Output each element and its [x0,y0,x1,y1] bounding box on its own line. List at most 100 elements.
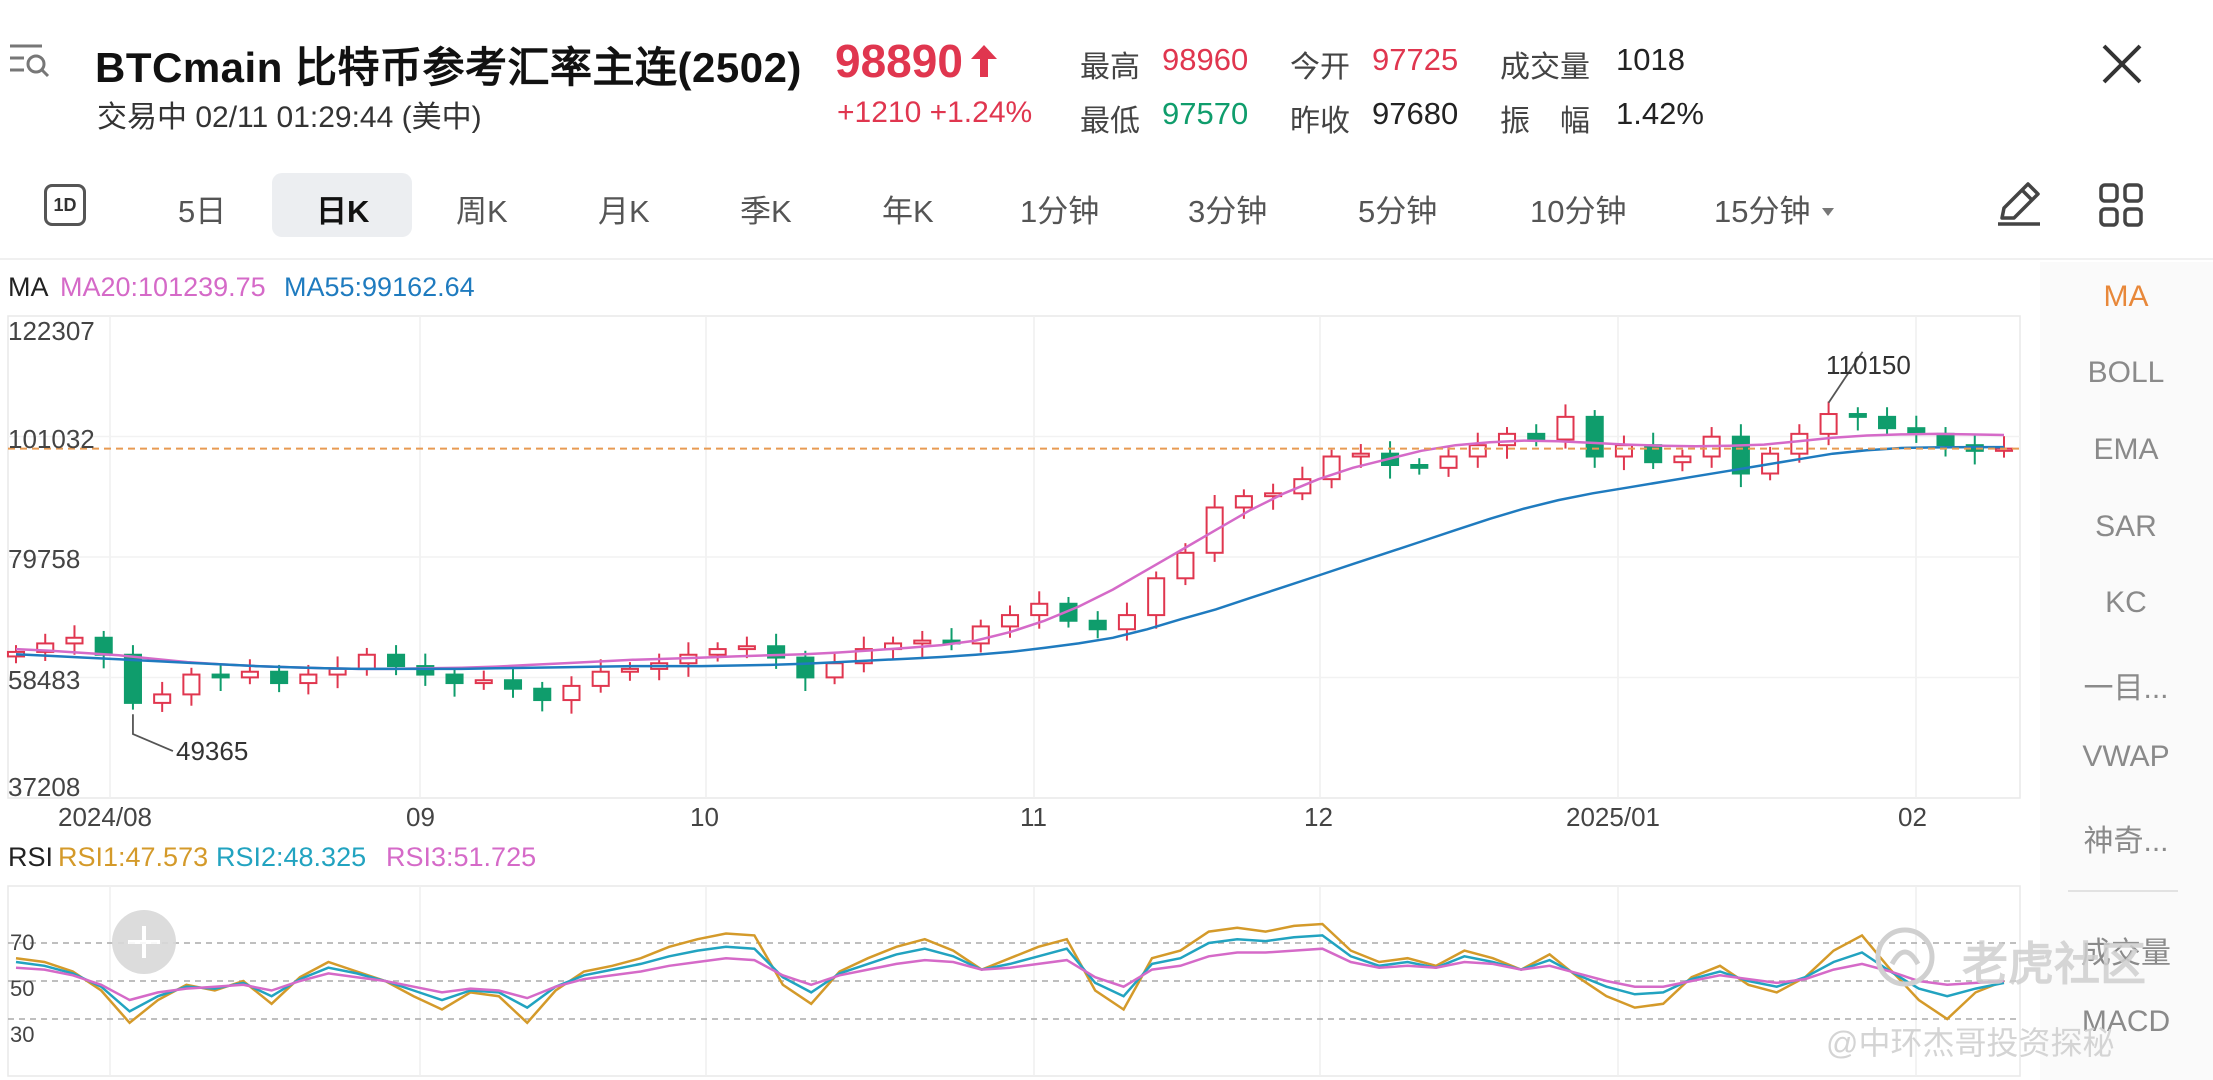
candle-body [1614,444,1633,458]
candle-body [1936,432,1955,447]
ma55-line [15,445,2004,671]
close-icon[interactable] [2098,40,2146,88]
plus-icon [128,926,160,958]
candle-body [825,662,844,679]
up-arrow-icon [970,45,997,77]
grid-layout-icon[interactable] [2098,182,2144,228]
indicator-vwap[interactable]: VWAP [2082,740,2170,773]
candle-body [65,636,84,645]
indicator-ema[interactable]: EMA [2093,433,2159,466]
oneday-toggle[interactable]: 1D [44,184,86,226]
tab-5min[interactable]: 5分钟 [1358,194,1438,229]
amplitude-label: 振 幅 [1500,105,1590,138]
amplitude-value: 1.42% [1616,96,1704,131]
x-tick-label: 09 [406,802,435,832]
rsi3-line [15,947,2005,1002]
indicator-ma[interactable]: MA [2103,280,2149,313]
candle-body [767,645,786,659]
rsi-chart[interactable] [0,880,2036,1080]
prev-close-label: 昨收 [1290,105,1350,138]
y-tick-label: 79758 [8,544,81,574]
candle-body [1790,432,1809,455]
x-tick-label: 2024/08 [58,802,152,832]
candle-body [591,670,610,687]
tab-5day[interactable]: 5日 [178,194,227,229]
tab-yearly-k[interactable]: 年K [882,194,934,229]
draw-pen-icon[interactable] [1994,178,2044,228]
dropdown-arrow-icon [1822,208,1835,216]
candle-body [708,648,727,656]
tab-1min[interactable]: 1分钟 [1020,194,1100,229]
rsi2-legend: RSI2:48.325 [216,842,367,872]
price-change: +1210 +1.24% [837,96,1033,129]
indicator-magic[interactable]: 神奇... [2083,825,2169,858]
candle-body [1439,455,1458,469]
open-label: 今开 [1290,51,1350,84]
candle-body [1673,455,1692,464]
rsi2-line [15,934,2005,1013]
x-tick-label: 11 [1020,802,1047,832]
menu-search-icon[interactable] [8,40,52,80]
candle-body [1351,452,1370,458]
add-indicator-button[interactable] [112,910,176,974]
candle-body [1088,619,1107,631]
y-tick-label: 122307 [8,316,95,346]
candle-body [1030,602,1049,617]
page-title: BTCmain 比特币参考汇率主连(2502) [95,44,802,91]
trading-status: 交易中 02/11 01:29:44 (美中) [97,101,482,134]
candle-body [1468,444,1487,458]
low-label: 最低 [1080,105,1140,138]
candle-body [1117,614,1136,631]
toolbar-divider [0,258,2213,260]
candle-body [299,673,318,685]
tab-10min[interactable]: 10分钟 [1530,194,1627,229]
candle-body [913,639,932,645]
candlestick-chart[interactable] [0,300,2036,800]
indicator-ichimoku[interactable]: 一目... [2083,672,2169,705]
candle-body [1147,577,1166,617]
active-tab-highlight [272,173,412,237]
candle-body [416,665,435,676]
x-tick-label: 12 [1304,802,1333,832]
indicator-kc[interactable]: KC [2105,586,2147,619]
rsi-tick-label: 30 [10,1022,35,1047]
candle-body [1527,432,1546,441]
high-annotation: 110150 [1826,350,1911,380]
tiger-logo-icon [1874,926,1936,988]
candle-body [1585,415,1604,458]
candle-body [270,670,289,685]
y-tick-label: 37208 [8,772,81,802]
candle-body [503,679,523,690]
indicator-sar[interactable]: SAR [2095,510,2157,543]
watermark-brand: 老虎社区 [1962,938,2146,990]
volume-value: 1018 [1616,42,1685,77]
tab-15min[interactable]: 15分钟 [1714,186,1836,231]
indicator-panel-divider [2068,890,2178,892]
tab-daily-k[interactable]: 日K [316,194,370,229]
candle-body [1819,413,1838,435]
tab-3min[interactable]: 3分钟 [1188,194,1268,229]
ma55-legend: MA55:99162.64 [284,272,475,302]
indicator-boll[interactable]: BOLL [2087,356,2165,389]
candle-body [796,656,815,679]
tab-monthly-k[interactable]: 月K [598,194,650,229]
sub-indicator-macd[interactable]: MACD [2081,1005,2171,1038]
oneday-icon-text: 1D [53,195,77,215]
rsi-tick-label: 70 [10,930,35,955]
ma-legend-label: MA [8,272,49,302]
candle-body [1234,495,1253,509]
high-annotation-line [1827,351,1864,404]
tab-quarterly-k[interactable]: 季K [740,194,792,229]
candle-body [387,653,406,668]
low-annotation-line [132,714,174,752]
candle-body [123,653,142,704]
volume-label: 成交量 [1500,51,1590,84]
high-label: 最高 [1080,51,1140,84]
tab-weekly-k[interactable]: 周K [456,194,508,229]
candle-body [620,667,639,673]
last-price: 98890 [835,34,999,88]
candle-body [36,642,55,653]
sub-indicator-volume[interactable]: 成交量 [2081,937,2171,970]
candle-body [153,693,172,704]
candle-body [357,653,376,670]
